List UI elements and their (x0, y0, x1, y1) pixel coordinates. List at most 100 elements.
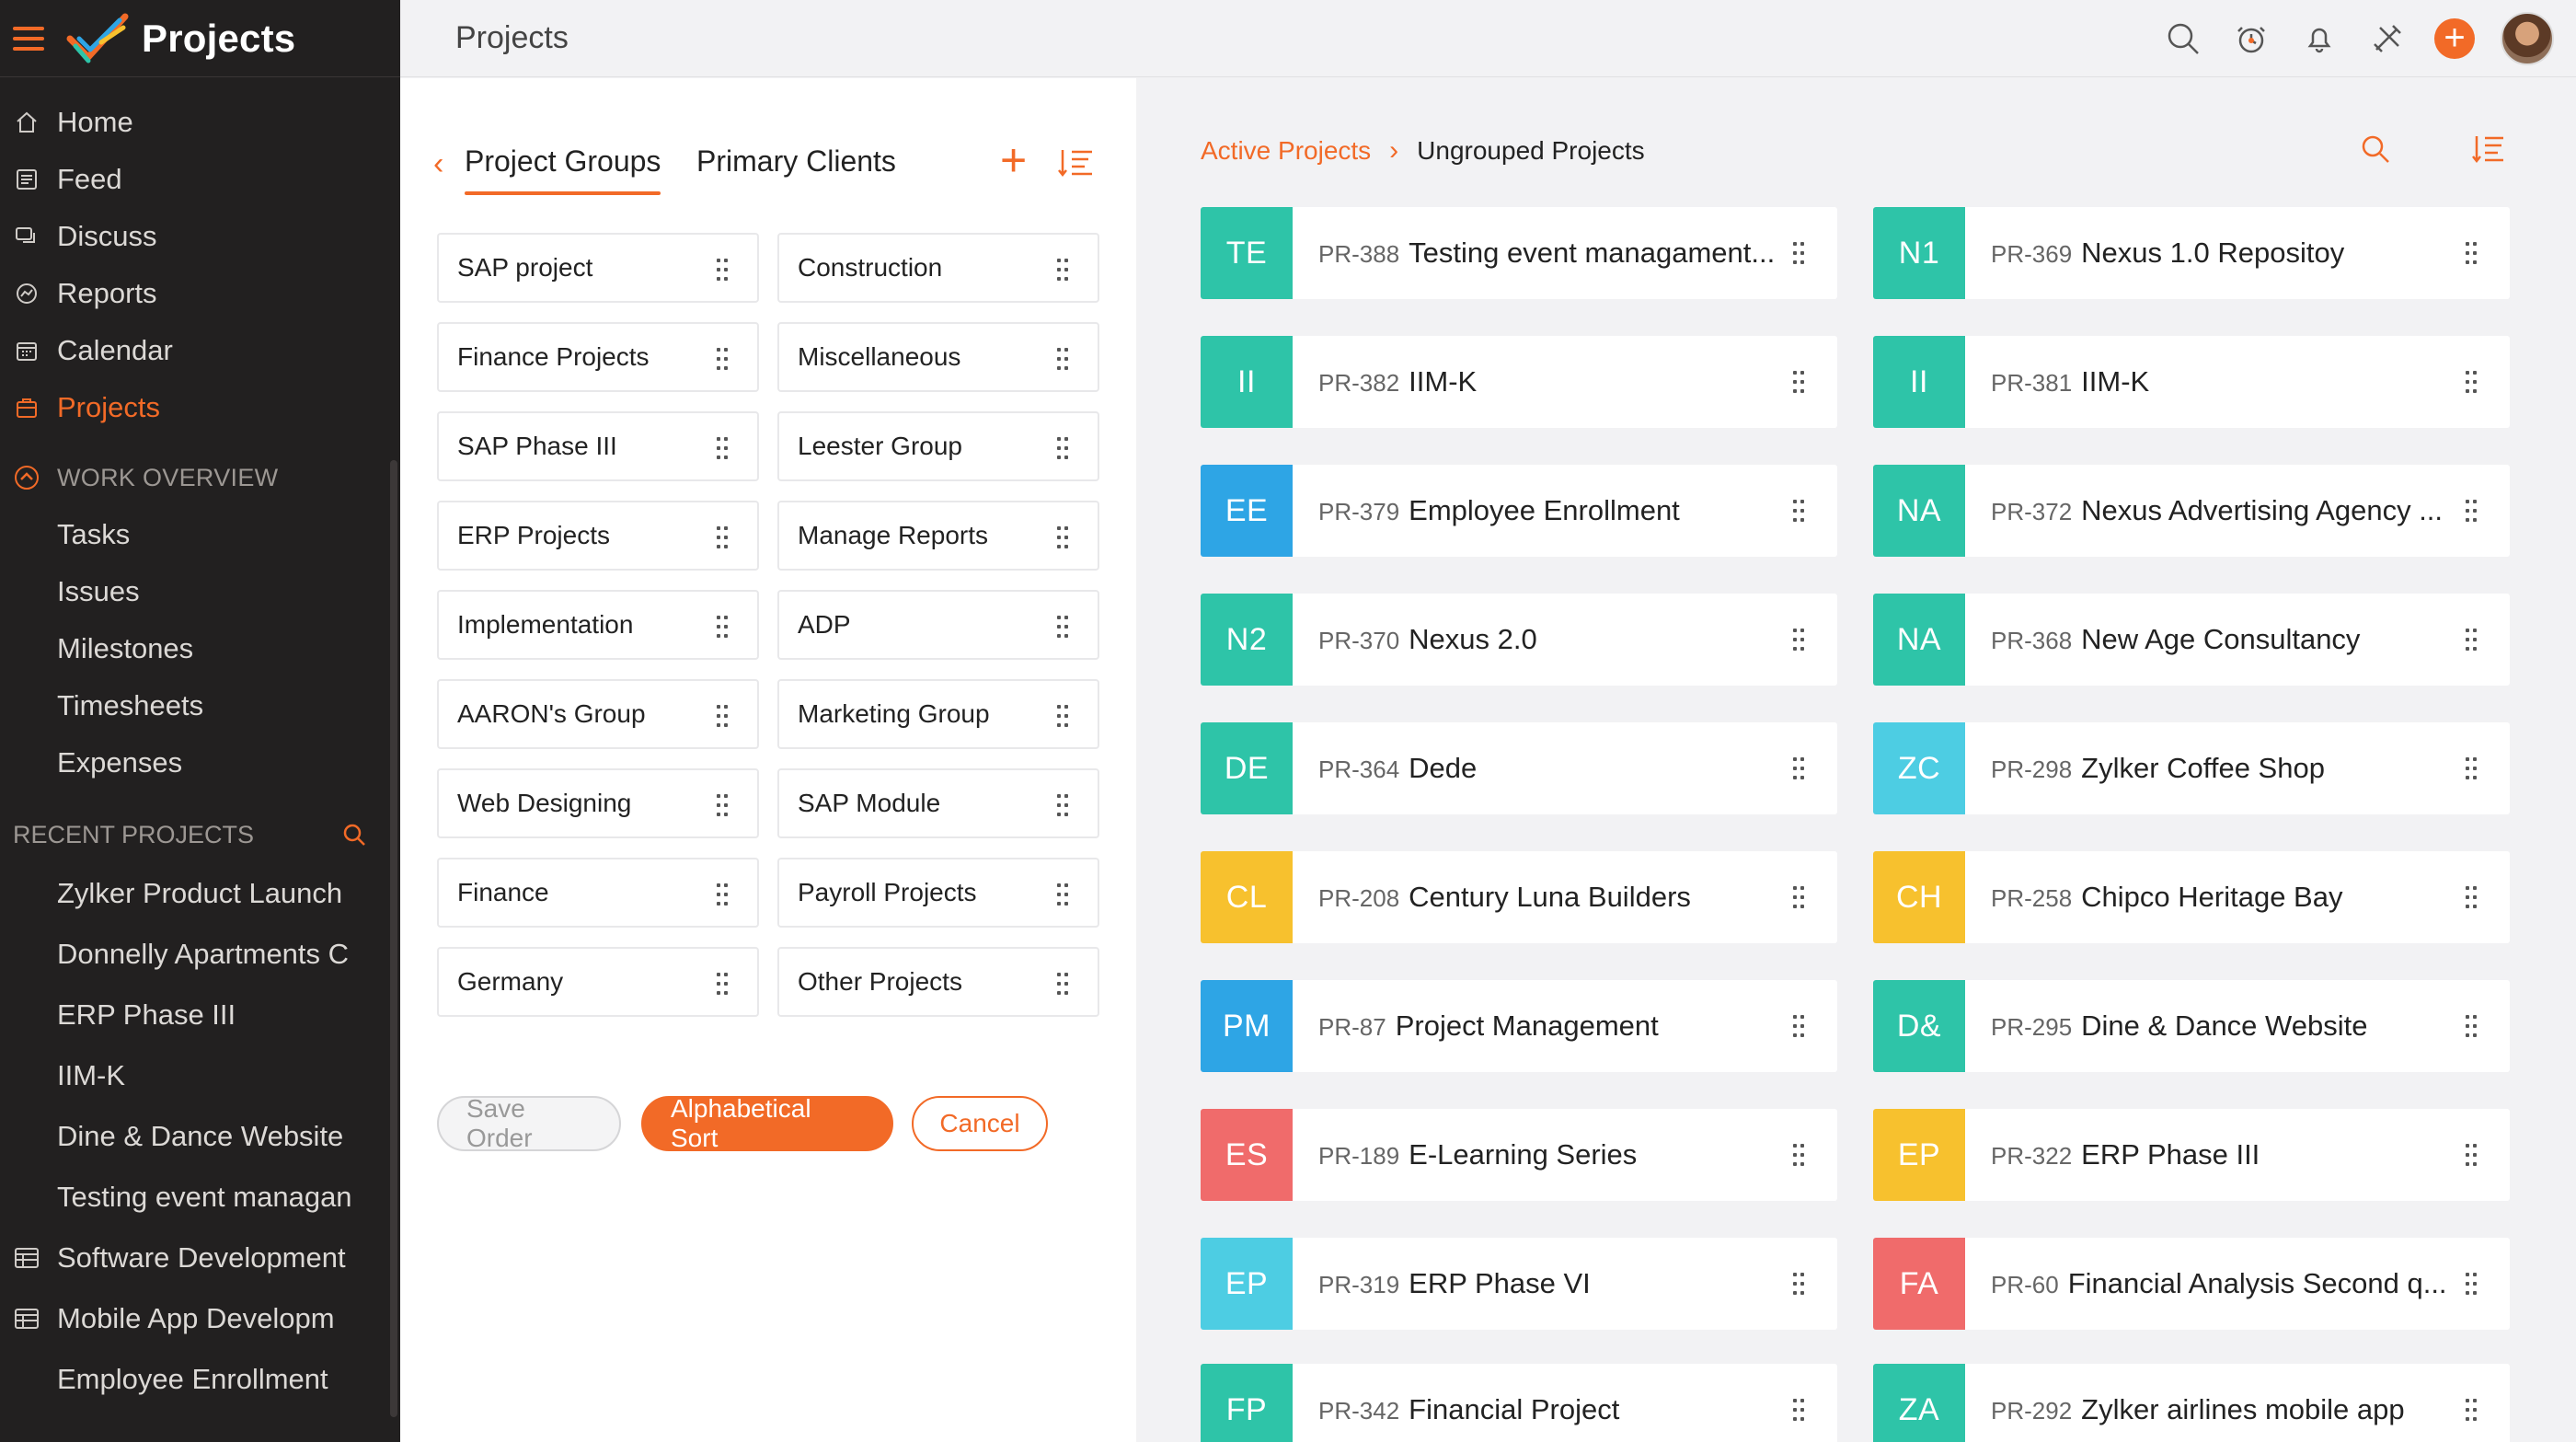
sort-order-icon[interactable] (2472, 133, 2505, 165)
drag-handle-icon[interactable] (1793, 1015, 1806, 1037)
timer-icon[interactable] (2230, 17, 2272, 60)
nav-item-reports[interactable]: Reports (0, 265, 400, 322)
drag-handle-icon[interactable] (717, 526, 730, 548)
drag-handle-icon[interactable] (1057, 973, 1070, 995)
project-card[interactable]: PM PR-87 Project Management (1201, 980, 1837, 1072)
sidebar-item-expenses[interactable]: Expenses (57, 746, 183, 779)
group-card[interactable]: SAP project (437, 233, 759, 303)
drag-handle-icon[interactable] (717, 973, 730, 995)
recent-project-item[interactable]: Mobile App Developm (0, 1288, 361, 1349)
sidebar-item-issues[interactable]: Issues (57, 575, 140, 607)
drag-handle-icon[interactable] (2466, 1273, 2478, 1295)
project-card[interactable]: EE PR-379 Employee Enrollment (1201, 465, 1837, 557)
group-card[interactable]: Marketing Group (777, 679, 1099, 749)
drag-handle-icon[interactable] (1793, 1399, 1806, 1421)
drag-handle-icon[interactable] (717, 616, 730, 638)
drag-handle-icon[interactable] (2466, 629, 2478, 651)
project-card[interactable]: NA PR-368 New Age Consultancy (1873, 594, 2510, 686)
group-card[interactable]: Implementation (437, 590, 759, 660)
project-card[interactable]: NA PR-372 Nexus Advertising Agency ... (1873, 465, 2510, 557)
group-card[interactable]: Leester Group (777, 411, 1099, 481)
project-card[interactable]: TE PR-388 Testing event managament... (1201, 207, 1837, 299)
save-order-button[interactable]: Save Order (437, 1094, 621, 1152)
recent-project-item[interactable]: Testing event managan (57, 1181, 352, 1213)
add-group-icon[interactable]: + (1000, 134, 1028, 186)
nav-item-calendar[interactable]: Calendar (0, 322, 400, 379)
drag-handle-icon[interactable] (717, 437, 730, 459)
alphabetical-sort-button[interactable]: Alphabetical Sort (641, 1094, 893, 1152)
recent-project-item[interactable]: IIM-K (57, 1059, 126, 1091)
cancel-button[interactable]: Cancel (912, 1096, 1048, 1151)
project-card[interactable]: EP PR-319 ERP Phase VI (1201, 1238, 1837, 1330)
sidebar-item-tasks[interactable]: Tasks (57, 518, 131, 550)
group-card[interactable]: Finance (437, 858, 759, 928)
recent-project-item[interactable]: Employee Enrollment (57, 1363, 328, 1395)
group-card[interactable]: Payroll Projects (777, 858, 1099, 928)
work-overview-header[interactable]: WORK OVERVIEW (0, 449, 400, 506)
hamburger-menu-icon[interactable] (13, 26, 44, 51)
project-card[interactable]: II PR-381 IIM-K (1873, 336, 2510, 428)
drag-handle-icon[interactable] (2466, 500, 2478, 522)
drag-handle-icon[interactable] (1057, 883, 1070, 906)
drag-handle-icon[interactable] (1793, 629, 1806, 651)
project-card[interactable]: CH PR-258 Chipco Heritage Bay (1873, 851, 2510, 943)
drag-handle-icon[interactable] (2466, 242, 2478, 264)
group-card[interactable]: Finance Projects (437, 322, 759, 392)
avatar[interactable] (2501, 12, 2554, 65)
tools-icon[interactable] (2366, 17, 2409, 60)
recent-project-item[interactable]: Donnelly Apartments C (57, 938, 350, 970)
tab-project-groups[interactable]: Project Groups (465, 144, 661, 195)
project-card[interactable]: N1 PR-369 Nexus 1.0 Repositoy (1873, 207, 2510, 299)
drag-handle-icon[interactable] (717, 348, 730, 370)
project-card[interactable]: FP PR-342 Financial Project (1201, 1364, 1837, 1442)
project-card[interactable]: DE PR-364 Dede (1201, 722, 1837, 814)
search-icon[interactable] (2162, 17, 2204, 60)
tab-primary-clients[interactable]: Primary Clients (696, 144, 896, 178)
drag-handle-icon[interactable] (1057, 705, 1070, 727)
project-card[interactable]: ZA PR-292 Zylker airlines mobile app (1873, 1364, 2510, 1442)
group-card[interactable]: ERP Projects (437, 501, 759, 571)
drag-handle-icon[interactable] (1793, 1273, 1806, 1295)
group-card[interactable]: Germany (437, 947, 759, 1017)
project-card[interactable]: ZC PR-298 Zylker Coffee Shop (1873, 722, 2510, 814)
group-card[interactable]: SAP Module (777, 768, 1099, 838)
group-card[interactable]: AARON's Group (437, 679, 759, 749)
drag-handle-icon[interactable] (2466, 1144, 2478, 1166)
group-card[interactable]: Web Designing (437, 768, 759, 838)
drag-handle-icon[interactable] (717, 705, 730, 727)
nav-item-home[interactable]: Home (0, 94, 400, 151)
drag-handle-icon[interactable] (1057, 437, 1070, 459)
search-icon[interactable] (2360, 133, 2391, 165)
recent-project-item[interactable]: Dine & Dance Website (57, 1120, 344, 1152)
bell-icon[interactable] (2298, 17, 2340, 60)
drag-handle-icon[interactable] (1793, 242, 1806, 264)
project-card[interactable]: FA PR-60 Financial Analysis Second q... (1873, 1238, 2510, 1330)
sidebar-scrollbar[interactable] (390, 460, 397, 1417)
project-card[interactable]: II PR-382 IIM-K (1201, 336, 1837, 428)
nav-item-discuss[interactable]: Discuss (0, 208, 400, 265)
drag-handle-icon[interactable] (717, 259, 730, 281)
drag-handle-icon[interactable] (1793, 757, 1806, 779)
drag-handle-icon[interactable] (2466, 371, 2478, 393)
drag-handle-icon[interactable] (2466, 757, 2478, 779)
project-card[interactable]: D& PR-295 Dine & Dance Website (1873, 980, 2510, 1072)
group-card[interactable]: Other Projects (777, 947, 1099, 1017)
drag-handle-icon[interactable] (717, 883, 730, 906)
group-card[interactable]: Miscellaneous (777, 322, 1099, 392)
drag-handle-icon[interactable] (2466, 1399, 2478, 1421)
sidebar-item-timesheets[interactable]: Timesheets (57, 689, 204, 721)
drag-handle-icon[interactable] (717, 794, 730, 816)
project-card[interactable]: EP PR-322 ERP Phase III (1873, 1109, 2510, 1201)
drag-handle-icon[interactable] (1057, 794, 1070, 816)
recent-project-item[interactable]: Software Development (0, 1228, 361, 1288)
project-card[interactable]: N2 PR-370 Nexus 2.0 (1201, 594, 1837, 686)
sidebar-item-milestones[interactable]: Milestones (57, 632, 194, 664)
drag-handle-icon[interactable] (1793, 886, 1806, 908)
drag-handle-icon[interactable] (1057, 526, 1070, 548)
project-card[interactable]: CL PR-208 Century Luna Builders (1201, 851, 1837, 943)
drag-handle-icon[interactable] (1057, 348, 1070, 370)
recent-project-item[interactable]: Zylker Product Launch (57, 877, 343, 909)
chevron-left-icon[interactable]: ‹ (433, 146, 444, 181)
drag-handle-icon[interactable] (1793, 1144, 1806, 1166)
group-card[interactable]: Construction (777, 233, 1099, 303)
